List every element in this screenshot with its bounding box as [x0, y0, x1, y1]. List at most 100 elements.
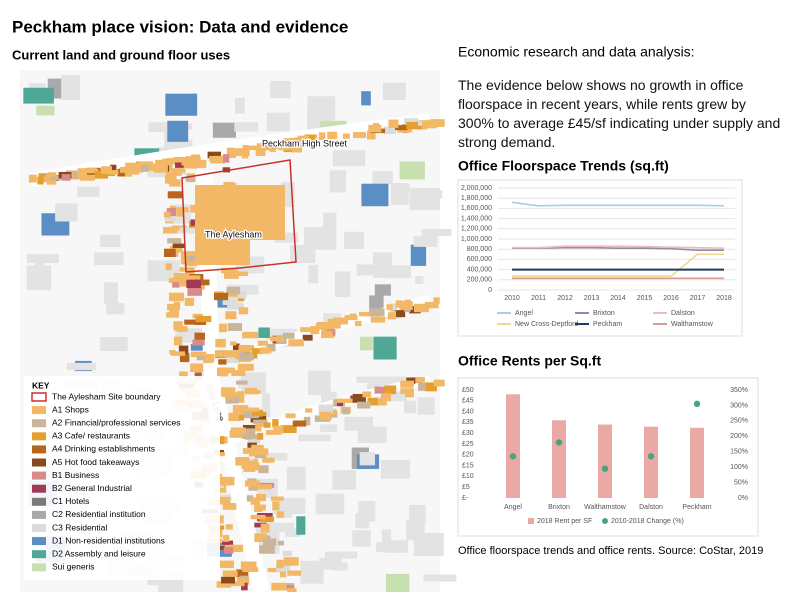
y-tick-label: 1,200,000: [461, 226, 492, 233]
map-unit: [229, 430, 236, 438]
map-block: [147, 260, 181, 282]
map-unit: [168, 292, 185, 302]
map-unit: [242, 424, 258, 430]
map-unit: [174, 156, 184, 163]
map-unit: [276, 559, 284, 569]
map-unit: [406, 121, 423, 130]
aylesham-building: [195, 185, 285, 265]
map-block: [359, 452, 376, 466]
map-unit: [259, 516, 274, 523]
x-tick-label: Angel: [504, 504, 522, 511]
map-unit: [126, 162, 142, 168]
map-unit: [171, 168, 185, 173]
key-label: D2 Assembly and leisure: [52, 548, 146, 558]
map-unit: [186, 279, 201, 289]
map-unit: [232, 405, 249, 414]
map-unit: [352, 132, 367, 138]
map-unit: [167, 191, 183, 199]
map-unit: [231, 369, 246, 377]
bar: [598, 424, 612, 498]
map-unit: [319, 411, 332, 421]
legend-swatch: [602, 518, 608, 524]
map-block: [34, 261, 45, 288]
x-tick-label: 2017: [690, 295, 706, 302]
map-unit: [155, 159, 171, 166]
map-unit: [242, 434, 258, 439]
map-unit: [222, 540, 234, 546]
dot: [647, 453, 655, 460]
map-block: [334, 271, 351, 298]
map-label: The Aylesham: [205, 229, 262, 239]
map-block: [23, 87, 54, 104]
map-unit: [252, 348, 263, 354]
map-unit: [251, 411, 267, 416]
map-unit: [164, 215, 176, 222]
map-unit: [234, 581, 245, 587]
map-block: [374, 284, 391, 296]
map-unit: [197, 356, 205, 361]
map-block: [266, 112, 290, 132]
map-unit: [336, 398, 353, 403]
map-unit: [240, 561, 257, 571]
map-unit: [433, 297, 440, 304]
map-block: [300, 560, 324, 584]
map-unit: [177, 326, 188, 332]
map-unit: [409, 377, 425, 383]
map-unit: [176, 207, 189, 213]
map-unit: [306, 140, 317, 146]
map-block: [320, 424, 337, 432]
map-block: [167, 120, 189, 142]
map-unit: [167, 158, 178, 165]
map-unit: [262, 457, 275, 463]
map-unit: [223, 350, 240, 358]
y2-tick-label: 200%: [730, 433, 748, 440]
map-unit: [49, 175, 63, 181]
map-unit: [194, 279, 210, 286]
chart-frame: [457, 377, 759, 537]
map-unit: [228, 303, 244, 309]
map-unit: [47, 172, 57, 177]
map-unit: [368, 124, 382, 133]
map-unit: [236, 577, 250, 585]
map-unit: [265, 430, 281, 435]
map-unit: [221, 267, 237, 274]
dot: [555, 439, 563, 446]
map-block: [296, 516, 306, 535]
map-unit: [380, 393, 392, 402]
map-block: [61, 75, 81, 100]
map-block: [417, 397, 435, 415]
y-tick-label: £10: [462, 473, 474, 480]
y2-tick-label: 50%: [734, 479, 748, 486]
map-unit: [327, 131, 338, 140]
map-unit: [269, 148, 276, 153]
map-unit: [250, 514, 266, 520]
map-block: [423, 574, 457, 582]
map-unit: [143, 164, 159, 171]
map-block: [148, 122, 168, 133]
x-tick-label: Dalston: [639, 504, 663, 511]
map-block: [355, 513, 370, 529]
y-tick-label: £40: [462, 408, 474, 415]
map-unit: [342, 133, 350, 139]
map-unit: [386, 304, 393, 310]
map-unit: [429, 119, 445, 127]
map-unit: [28, 174, 37, 183]
map-unit: [77, 168, 85, 178]
map-label: Peckham High Street: [262, 138, 348, 148]
line-series: [511, 201, 725, 207]
map-block: [357, 426, 387, 444]
map-block: [410, 244, 427, 266]
map-unit: [335, 318, 344, 323]
key-label: A1 Shops: [52, 404, 89, 414]
map-unit: [384, 385, 397, 395]
map-block: [274, 232, 299, 243]
map-unit: [254, 504, 266, 511]
map-unit: [352, 393, 366, 403]
map-unit: [318, 404, 334, 414]
map-unit: [185, 175, 196, 182]
map-unit: [79, 171, 95, 181]
map-block: [415, 276, 424, 284]
y-tick-label: £35: [462, 419, 474, 426]
map-unit: [222, 167, 231, 173]
map-block: [399, 161, 425, 180]
